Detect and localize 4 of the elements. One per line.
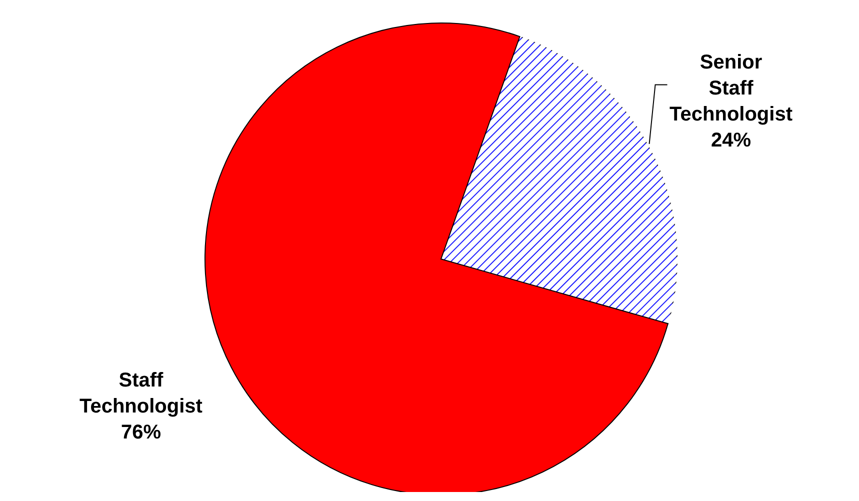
- data-label: 24%: [711, 130, 752, 152]
- slice-label: Senior Staff Technologist: [670, 52, 793, 126]
- data-label: 76%: [120, 421, 162, 444]
- slice-label: Staff Technologist: [79, 369, 203, 418]
